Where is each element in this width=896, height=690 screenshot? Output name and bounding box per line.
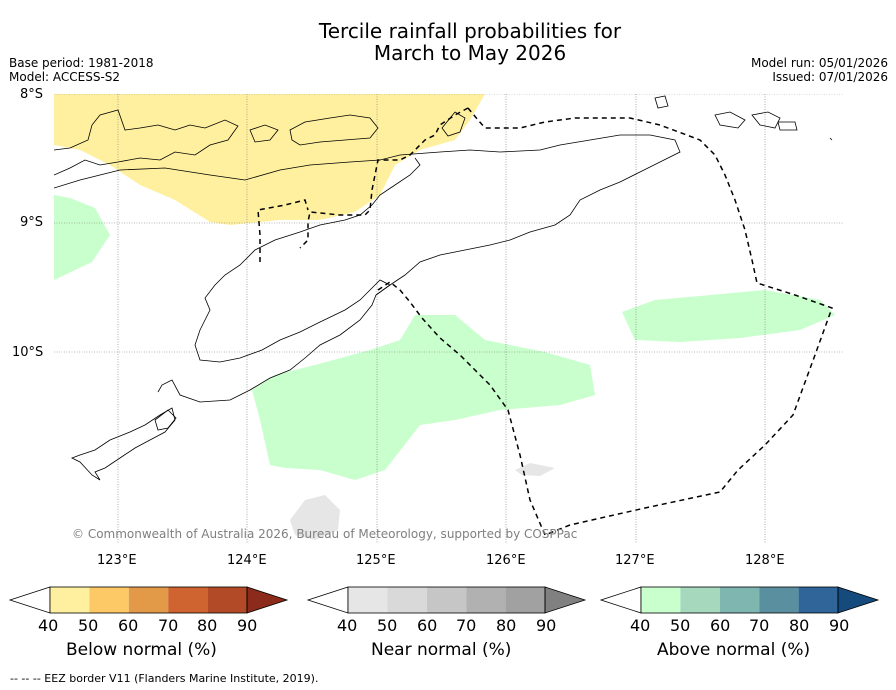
colorbar-label-near: Near normal (%) (371, 640, 512, 660)
lon-label-125e: 125°E (356, 553, 396, 568)
tick-above-60: 60 (710, 616, 731, 635)
lon-label-123e: 123°E (97, 553, 137, 568)
gridlines (54, 94, 844, 544)
map-title: Tercile rainfall probabilities for March… (0, 20, 896, 64)
tick-near-40: 40 (337, 616, 358, 635)
above-normal-region-central (252, 315, 595, 480)
below-normal-region (54, 94, 485, 225)
lon-label-128e: 128°E (745, 553, 785, 568)
left-metadata: Base period: 1981-2018 Model: ACCESS-S2 (9, 56, 154, 84)
tick-below-60: 60 (118, 616, 139, 635)
colorbar-label-above: Above normal (%) (657, 640, 811, 660)
timor-coast-north (54, 134, 681, 403)
flores-alor-islands (54, 109, 239, 176)
rote-island (71, 407, 176, 481)
tick-below-70: 70 (158, 616, 179, 635)
tick-above-90: 90 (829, 616, 850, 635)
title-line-2: March to May 2026 (373, 41, 567, 65)
colorbar-label-below: Below normal (%) (66, 640, 217, 660)
semau-island (154, 409, 177, 431)
tick-above-80: 80 (789, 616, 810, 635)
lon-label-127e: 127°E (615, 553, 655, 568)
alor-island (289, 114, 379, 146)
near-normal-region-small (515, 463, 555, 476)
tick-below-80: 80 (197, 616, 218, 635)
near-normal-region-south (290, 495, 340, 540)
lat-label-8s: 8°S (20, 87, 44, 102)
tick-above-70: 70 (749, 616, 770, 635)
issued-date: Issued: 07/01/2026 (772, 70, 888, 84)
lon-label-124e: 124°E (227, 553, 267, 568)
tick-near-70: 70 (456, 616, 477, 635)
eez-border (377, 107, 833, 536)
tick-near-60: 60 (417, 616, 438, 635)
tick-above-50: 50 (670, 616, 691, 635)
model-name: Model: ACCESS-S2 (9, 70, 121, 84)
tick-near-50: 50 (377, 616, 398, 635)
copyright-notice: © Commonwealth of Australia 2026, Bureau… (72, 527, 578, 541)
right-metadata: Model run: 05/01/2026 Issued: 07/01/2026 (751, 56, 888, 84)
tick-below-40: 40 (38, 616, 59, 635)
base-period: Base period: 1981-2018 (9, 56, 154, 70)
tick-near-80: 80 (496, 616, 517, 635)
above-normal-region-west (54, 195, 110, 280)
wetar-east-islands (654, 95, 833, 141)
above-normal-region-east (622, 290, 835, 342)
title-line-1: Tercile rainfall probabilities for (318, 19, 622, 43)
tick-near-90: 90 (536, 616, 557, 635)
atauro-island (441, 111, 466, 137)
tick-below-90: 90 (237, 616, 258, 635)
tick-below-50: 50 (78, 616, 99, 635)
map-area (54, 94, 844, 544)
small-island-1 (249, 124, 279, 143)
model-run: Model run: 05/01/2026 (750, 56, 888, 70)
lat-label-10s: 10°S (12, 345, 44, 360)
eez-legend-footer: -- -- -- EEZ border V11 (Flanders Marine… (10, 672, 319, 685)
tick-above-40: 40 (630, 616, 651, 635)
eez-border-west (257, 107, 469, 262)
lat-label-9s: 9°S (20, 215, 44, 230)
lon-label-126e: 126°E (486, 553, 526, 568)
